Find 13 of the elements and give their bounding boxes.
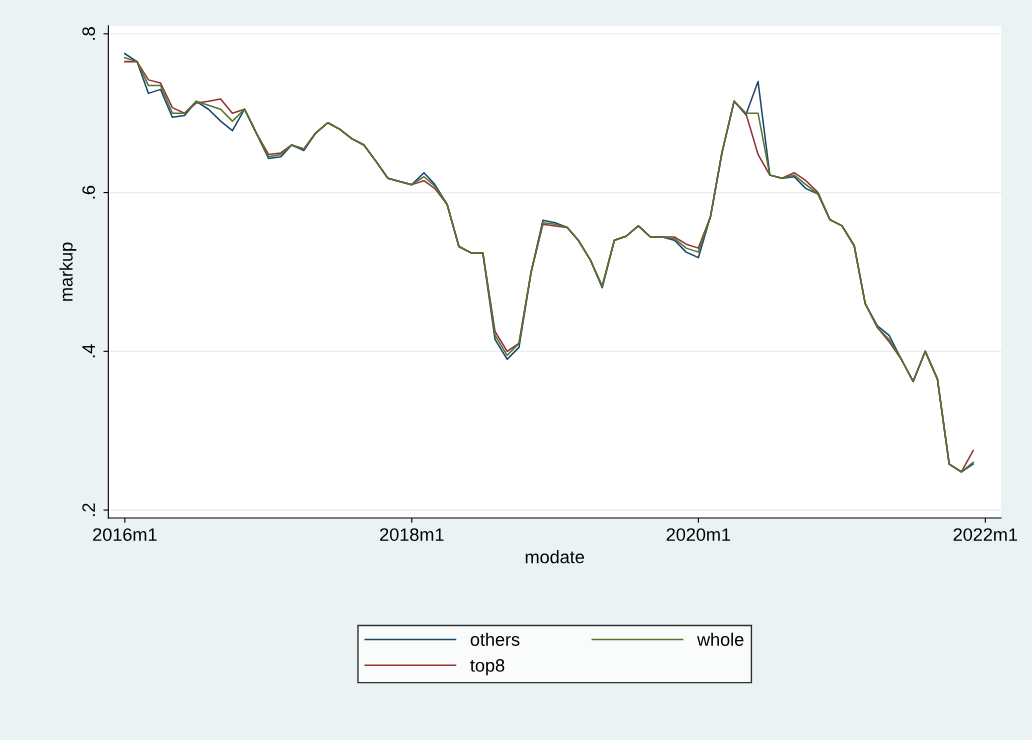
- legend-label: others: [470, 632, 520, 646]
- x-tick-label: 2022m1: [953, 528, 1018, 541]
- x-tick-label: 2020m1: [666, 528, 731, 541]
- y-tick-label: .2: [82, 503, 95, 516]
- y-tick-label: .6: [82, 185, 96, 199]
- x-tick-label: 2018m1: [380, 528, 444, 541]
- y-tick-label: .8: [82, 27, 96, 40]
- y-axis-title: markup: [59, 242, 77, 301]
- legend-label: whole: [697, 632, 744, 646]
- x-tick-label: 2016m1: [93, 528, 157, 541]
- y-tick-label: .4: [82, 344, 95, 358]
- legend-label: top8: [470, 659, 505, 676]
- x-axis-title: modate: [525, 550, 585, 564]
